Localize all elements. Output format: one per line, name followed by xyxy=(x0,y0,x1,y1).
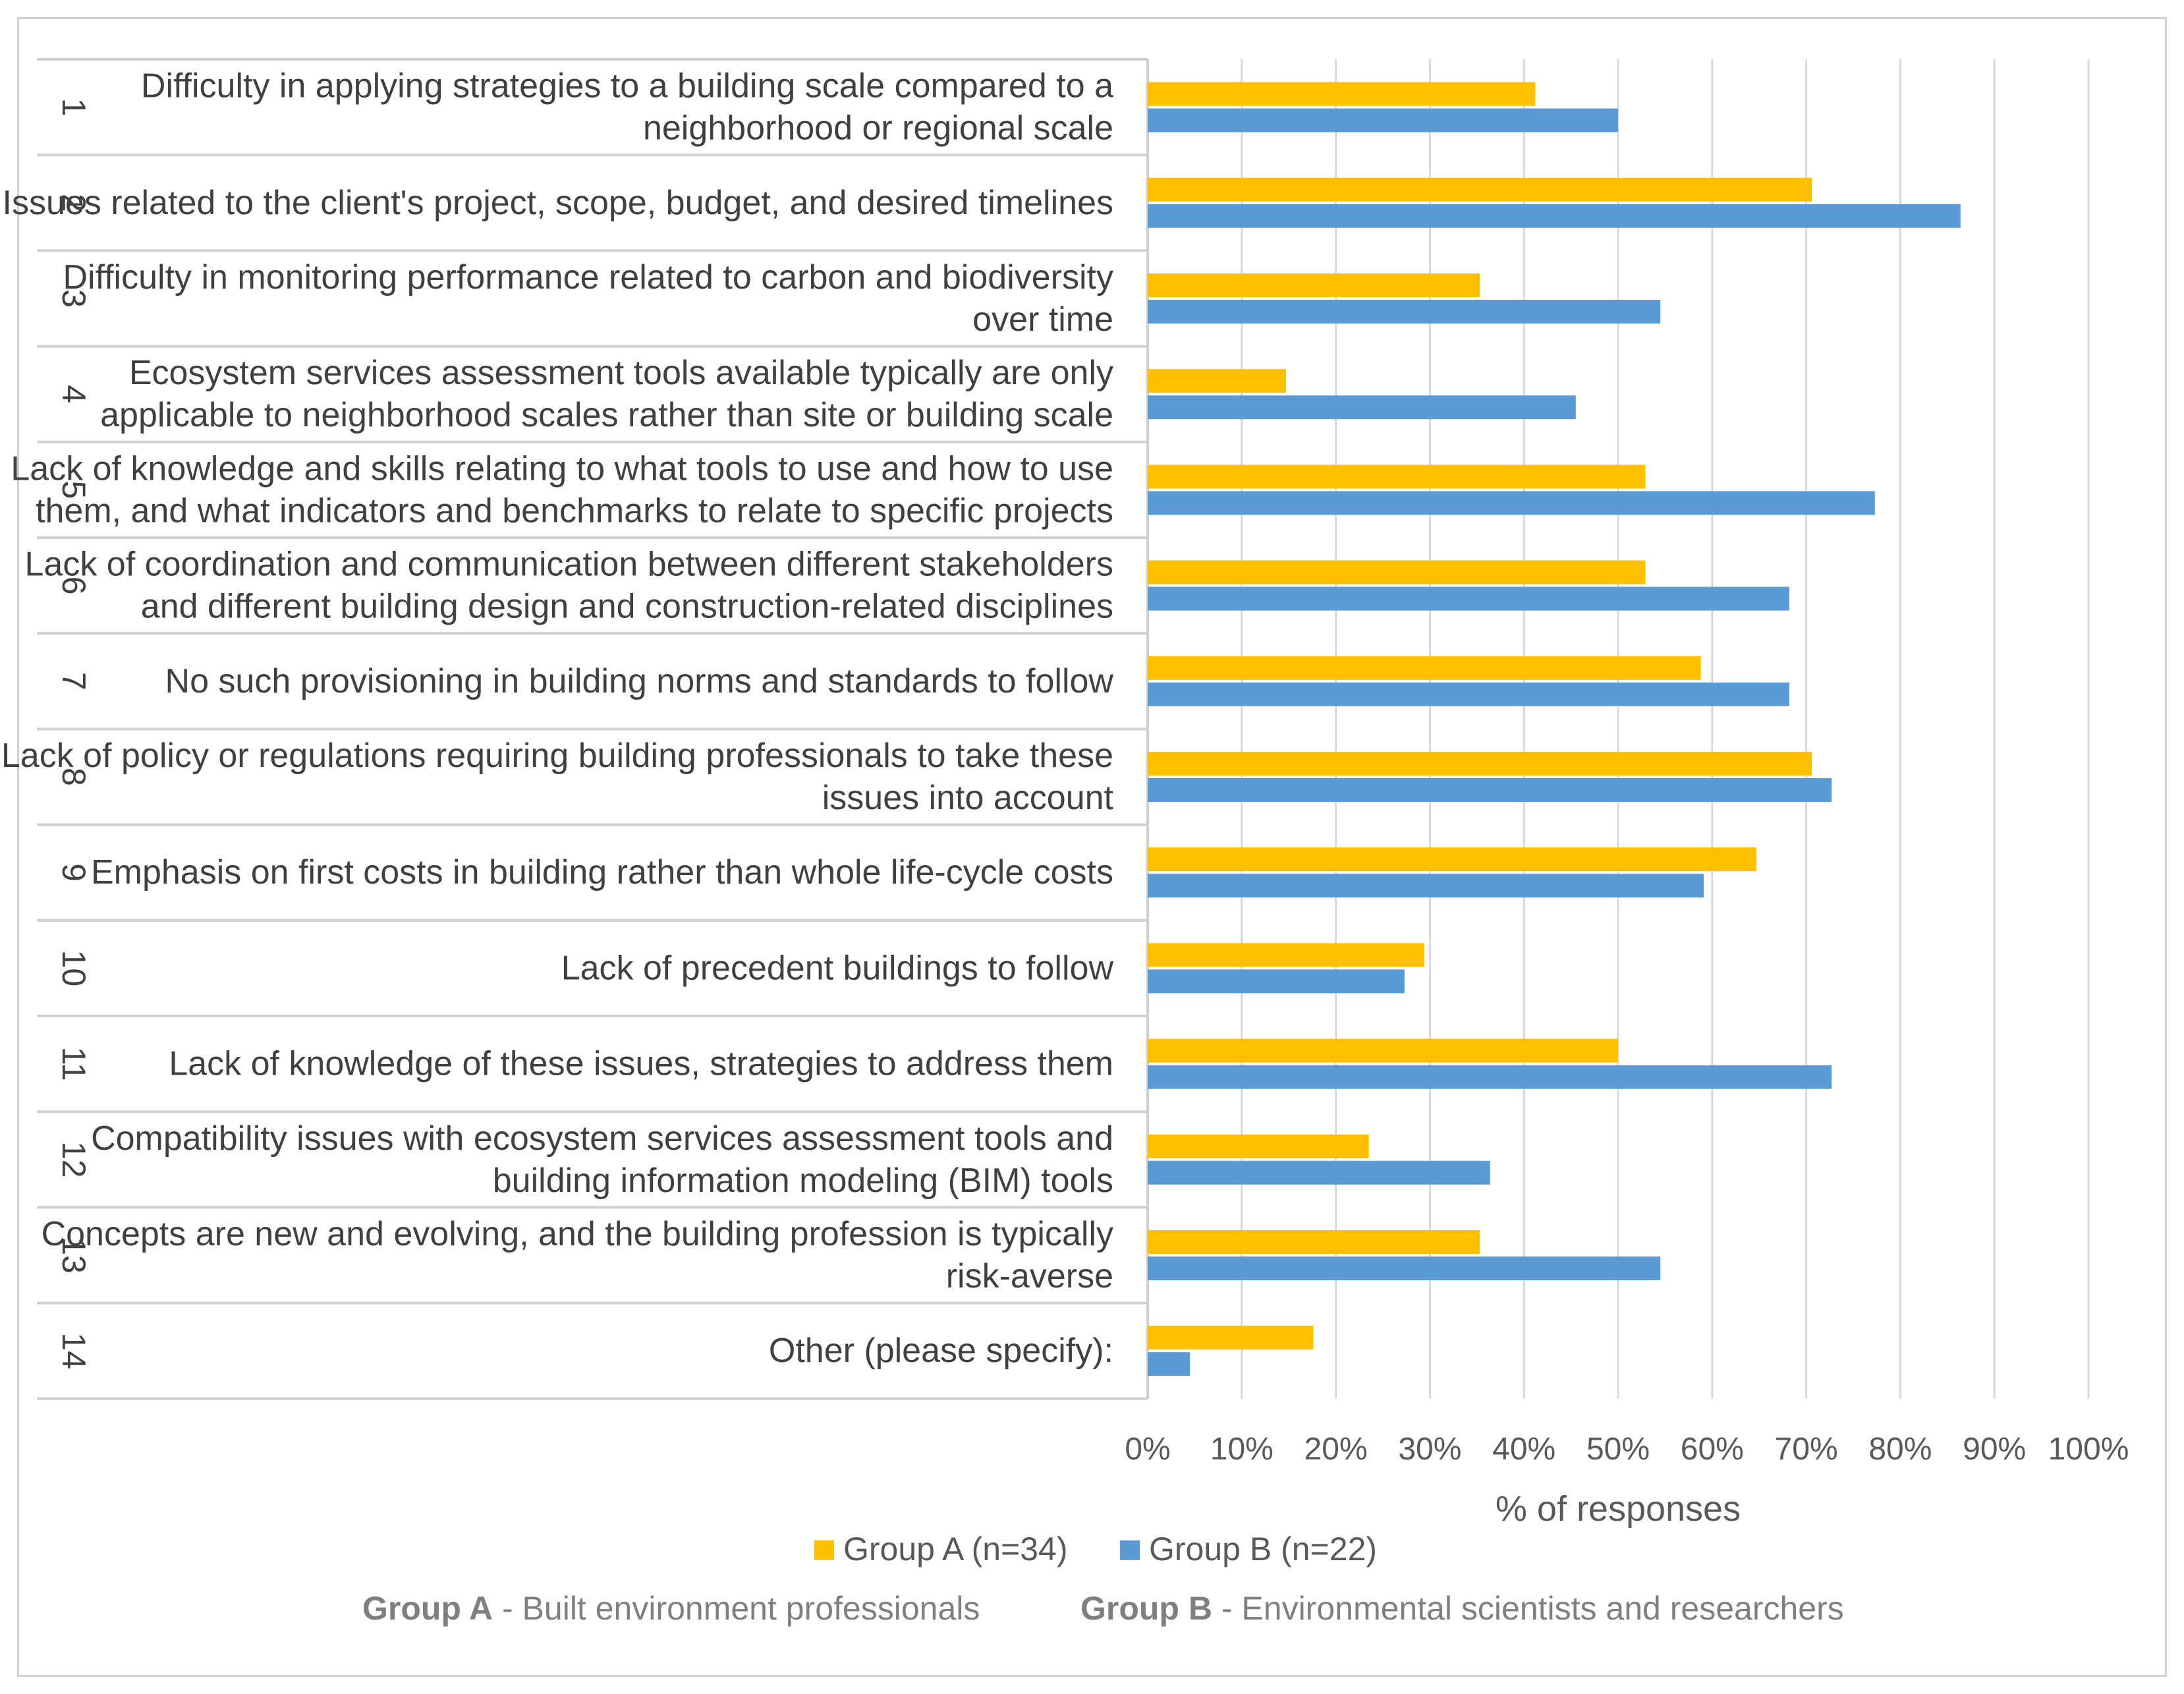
legend-swatch-a xyxy=(814,1540,834,1560)
bar-group-a xyxy=(1148,273,1480,297)
bar-group-b xyxy=(1148,300,1661,324)
x-axis-title: % of responses xyxy=(1496,1489,1741,1529)
category-label: Lack of coordination and communication b… xyxy=(25,546,1114,584)
row-number: 7 xyxy=(55,672,92,691)
category-label: Lack of precedent buildings to follow xyxy=(561,949,1114,987)
x-tick-label: 70% xyxy=(1775,1432,1838,1467)
row-number: 3 xyxy=(55,289,92,308)
x-tick-label: 30% xyxy=(1398,1432,1461,1467)
bar-group-b xyxy=(1148,1256,1661,1280)
category-label: applicable to neighborhood scales rather… xyxy=(100,396,1113,434)
legend-label-b: Group B (n=22) xyxy=(1149,1531,1377,1567)
legend-label-a: Group A (n=34) xyxy=(843,1531,1068,1567)
category-label: neighborhood or regional scale xyxy=(643,109,1113,148)
category-label: Concepts are new and evolving, and the b… xyxy=(42,1215,1113,1253)
category-label: Emphasis on first costs in building rath… xyxy=(91,853,1113,891)
category-label: Difficulty in applying strategies to a b… xyxy=(141,67,1113,105)
x-tick-label: 20% xyxy=(1304,1432,1368,1467)
category-label: them, and what indicators and benchmarks… xyxy=(36,492,1113,530)
category-label: Lack of knowledge and skills relating to… xyxy=(11,449,1113,488)
footnote-group-name: Group B xyxy=(1080,1590,1212,1627)
footnote-group-a: Group A - Built environment professional… xyxy=(362,1590,980,1627)
bar-group-b xyxy=(1148,778,1832,802)
row-number: 11 xyxy=(55,1047,92,1081)
row-number: 9 xyxy=(55,863,92,882)
bar-group-b xyxy=(1148,682,1789,706)
bar-group-a xyxy=(1148,1230,1480,1254)
x-tick-label: 0% xyxy=(1125,1432,1170,1467)
bar-group-a xyxy=(1148,1326,1314,1350)
category-label: Issues related to the client's project, … xyxy=(3,184,1113,222)
bar-group-b xyxy=(1148,969,1405,994)
bar-group-b xyxy=(1148,1065,1832,1089)
row-number: 2 xyxy=(55,194,92,212)
x-tick-label: 40% xyxy=(1492,1432,1555,1467)
category-label: Lack of knowledge of these issues, strat… xyxy=(169,1045,1113,1083)
row-number: 12 xyxy=(55,1141,92,1178)
category-label: Other (please specify): xyxy=(769,1332,1113,1370)
footnote-group-desc: - Environmental scientists and researche… xyxy=(1212,1590,1844,1627)
row-number: 14 xyxy=(55,1332,92,1369)
category-label: Compatibility issues with ecosystem serv… xyxy=(91,1119,1113,1158)
row-number: 1 xyxy=(55,98,92,117)
x-tick-label: 100% xyxy=(2048,1432,2129,1467)
category-label: and different building design and constr… xyxy=(141,588,1113,626)
bar-group-a xyxy=(1148,847,1756,872)
bar-group-b xyxy=(1148,1160,1490,1185)
row-number: 8 xyxy=(55,768,92,786)
category-label: Ecosystem services assessment tools avai… xyxy=(129,354,1113,392)
row-number: 5 xyxy=(55,480,92,499)
row-number: 4 xyxy=(55,385,92,403)
bar-group-b xyxy=(1148,395,1576,420)
category-label: No such provisioning in building norms a… xyxy=(165,662,1114,700)
category-label: issues into account xyxy=(822,779,1114,817)
x-tick-label: 10% xyxy=(1210,1432,1274,1467)
figure-frame xyxy=(17,17,2167,1677)
footnote-group-desc: - Built environment professionals xyxy=(493,1590,980,1627)
category-label: building information modeling (BIM) tool… xyxy=(493,1162,1113,1200)
row-number: 10 xyxy=(55,950,92,987)
bar-group-a xyxy=(1148,465,1646,489)
bar-group-a xyxy=(1148,1134,1369,1158)
bar-group-a xyxy=(1148,943,1424,967)
bar-group-b xyxy=(1148,204,1961,228)
x-tick-label: 80% xyxy=(1868,1432,1932,1467)
bar-group-b xyxy=(1148,108,1618,132)
bar-group-b xyxy=(1148,874,1704,898)
bar-group-b xyxy=(1148,491,1875,515)
bar-group-b xyxy=(1148,586,1789,611)
category-label: risk-averse xyxy=(946,1257,1113,1295)
row-number: 13 xyxy=(55,1237,92,1274)
bar-group-a xyxy=(1148,560,1646,584)
bar-group-b xyxy=(1148,1352,1190,1376)
category-label: Difficulty in monitoring performance rel… xyxy=(63,258,1113,296)
legend-swatch-b xyxy=(1120,1540,1140,1560)
bar-group-a xyxy=(1148,752,1812,776)
bar-group-a xyxy=(1148,656,1701,680)
bar-group-a xyxy=(1148,82,1536,106)
x-tick-label: 50% xyxy=(1586,1432,1650,1467)
category-label: over time xyxy=(972,300,1113,339)
footnote-group-name: Group A xyxy=(362,1590,493,1627)
bar-group-a xyxy=(1148,177,1812,202)
x-tick-label: 60% xyxy=(1681,1432,1744,1467)
row-number: 6 xyxy=(55,577,92,595)
x-tick-label: 90% xyxy=(1963,1432,2026,1467)
bar-group-a xyxy=(1148,1038,1618,1063)
footnote-group-b: Group B - Environmental scientists and r… xyxy=(1080,1590,1844,1627)
bar-group-a xyxy=(1148,369,1286,393)
category-label: Lack of policy or regulations requiring … xyxy=(1,737,1113,775)
